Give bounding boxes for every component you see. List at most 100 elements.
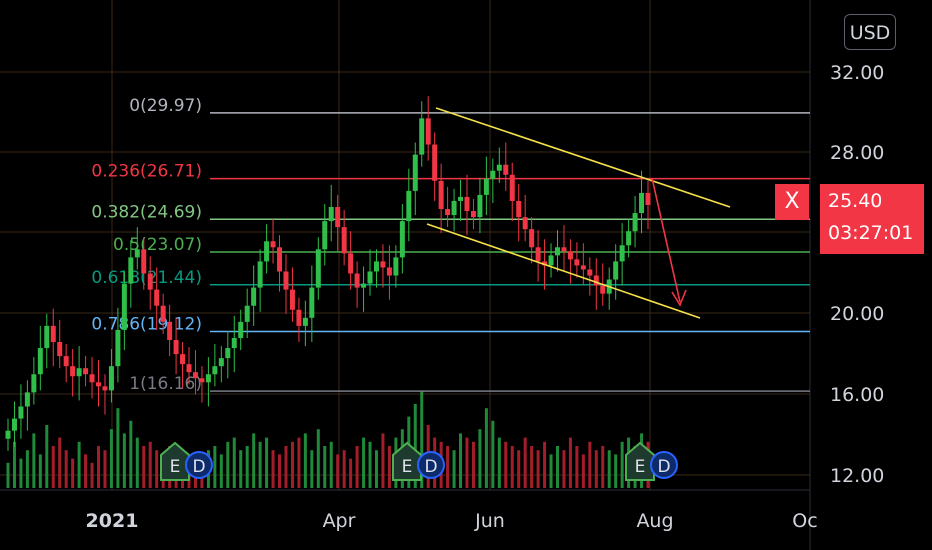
candle-body xyxy=(335,207,341,228)
fib-level-label: 0.618(21.44) xyxy=(91,268,202,288)
volume-bar xyxy=(109,429,113,488)
volume-bar xyxy=(278,454,282,488)
candle-body xyxy=(386,267,392,276)
volume-bar xyxy=(420,391,424,488)
candle-body xyxy=(567,251,573,260)
volume-bar xyxy=(517,450,521,488)
dividend-letter: D xyxy=(657,457,670,477)
fibonacci-retracement[interactable]: 0(29.97) 0.236(26.71) 0.382(24.69) 0.5(23.0… xyxy=(91,96,810,394)
volume-bar xyxy=(129,420,133,488)
candle-body xyxy=(5,430,11,439)
candle-body xyxy=(264,241,270,262)
candle-body xyxy=(31,374,37,393)
fib-level-label: 1(16.16) xyxy=(129,374,202,394)
candle-body xyxy=(632,213,638,232)
volume-bar xyxy=(226,441,230,488)
y-tick-label: 16.00 xyxy=(830,384,884,406)
candle-body xyxy=(542,261,548,266)
volume-bar xyxy=(142,446,146,488)
currency-button[interactable]: USD xyxy=(844,14,896,50)
candle-body xyxy=(11,418,17,431)
candle-body xyxy=(96,382,102,387)
candle-body xyxy=(270,241,276,248)
candle-body xyxy=(315,249,321,288)
volume-bar xyxy=(64,450,68,488)
candle-body xyxy=(580,265,586,270)
candle-body xyxy=(432,144,438,181)
candle-body xyxy=(496,164,502,171)
candle-body xyxy=(18,406,24,419)
close-icon[interactable]: X xyxy=(775,184,809,220)
bar-countdown: 03:27:01 xyxy=(828,222,914,244)
candle-body xyxy=(600,285,606,294)
candle-body xyxy=(412,154,418,191)
candle-body xyxy=(89,374,95,383)
x-tick-label: 2021 xyxy=(86,510,139,532)
candle-body xyxy=(63,356,69,367)
candle-body xyxy=(296,309,302,326)
trend-drawings[interactable] xyxy=(426,107,731,319)
candle-body xyxy=(70,366,76,377)
forecast-arrow-head xyxy=(671,289,687,307)
volume-bar xyxy=(530,446,534,488)
channel-lower-line xyxy=(426,223,701,319)
candle-body xyxy=(283,271,289,290)
candle-body xyxy=(83,368,89,375)
volume-bar xyxy=(71,458,75,488)
y-tick-label: 20.00 xyxy=(830,303,884,325)
dividend-shape xyxy=(185,451,213,479)
volume-bar xyxy=(135,437,139,488)
volume-bar xyxy=(90,462,94,488)
volume-bar xyxy=(491,420,495,488)
volume-bar xyxy=(452,450,456,488)
volume-bar xyxy=(478,429,482,488)
volume-bar xyxy=(77,441,81,488)
volume-bar xyxy=(362,437,366,488)
candle-body xyxy=(180,354,186,365)
candle-body xyxy=(302,317,308,326)
volume-bar xyxy=(45,425,49,488)
candle-body xyxy=(535,247,541,262)
fib-level-label: 0.786(19.12) xyxy=(91,315,202,335)
volume-bar xyxy=(323,446,327,488)
volume-bar xyxy=(614,454,618,488)
candle-body xyxy=(354,273,360,288)
candle-body xyxy=(645,192,651,205)
candle-body xyxy=(503,164,509,175)
volume-bar xyxy=(297,437,301,488)
candle-body xyxy=(464,196,470,212)
candle-body xyxy=(57,342,63,357)
volume-bar xyxy=(51,446,55,488)
candle-body xyxy=(218,358,224,367)
fib-level-label: 0.5(23.07) xyxy=(113,235,202,255)
candle-body xyxy=(451,200,457,216)
candle-body xyxy=(309,287,315,318)
volume-bar xyxy=(562,450,566,488)
candle-body xyxy=(593,275,599,286)
candle-body xyxy=(322,221,328,250)
candle-body xyxy=(490,170,496,179)
candle-body xyxy=(619,245,625,262)
volume-bars xyxy=(6,391,650,488)
time-axis[interactable]: 2021 Apr Jun Aug Oc xyxy=(86,510,818,532)
earnings-letter: E xyxy=(170,457,181,477)
x-tick-label: Jun xyxy=(474,510,505,532)
volume-bar xyxy=(116,408,120,488)
earnings-shape xyxy=(392,441,422,481)
volume-bar xyxy=(58,437,62,488)
candle-body xyxy=(192,372,198,379)
candle-body xyxy=(277,247,283,272)
volume-bar xyxy=(219,454,223,488)
y-tick-label: 12.00 xyxy=(830,465,884,487)
volume-bar xyxy=(38,454,42,488)
candle-body xyxy=(509,174,515,201)
candle-body xyxy=(121,283,127,330)
volume-bar xyxy=(239,450,243,488)
volume-bar xyxy=(329,441,333,488)
